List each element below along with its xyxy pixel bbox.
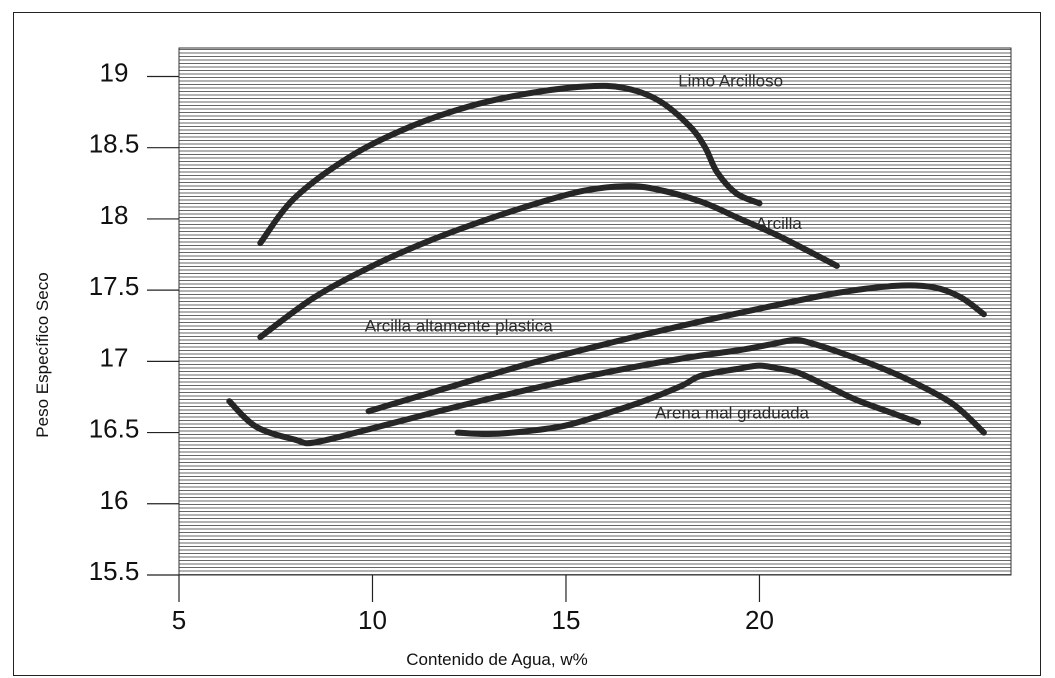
x-tick-label: 5 xyxy=(172,605,186,635)
curve-labels: Limo Arcilloso Arcilla Arcilla altamente p… xyxy=(365,71,810,422)
y-tick-label: 15.5 xyxy=(89,556,140,586)
y-tick-label: 17.5 xyxy=(89,271,140,301)
x-axis-title: Contenido de Agua, w% xyxy=(406,650,587,669)
curve-label-arcilla: Arcilla xyxy=(756,214,803,233)
y-axis-title: Peso Específico Seco xyxy=(33,272,52,437)
y-tick-label: 19 xyxy=(100,57,129,87)
curve-unlabeled-3 xyxy=(226,336,987,447)
curve-label-limo-arcilloso: Limo Arcilloso xyxy=(678,71,783,90)
x-tick-label: 15 xyxy=(552,605,581,635)
plot-area xyxy=(178,47,1012,576)
curve-label-arena-mal-graduada: Arena mal graduada xyxy=(655,403,810,422)
x-axis: 5 10 15 20 xyxy=(172,575,774,635)
x-tick-label: 10 xyxy=(358,605,387,635)
y-tick-label: 18.5 xyxy=(89,129,140,159)
y-axis: 15.5 16 16.5 17 17.5 18 18.5 19 xyxy=(89,57,179,586)
curve-limo-arcilloso xyxy=(257,82,763,247)
chart-frame xyxy=(13,12,1041,676)
y-tick-label: 16 xyxy=(100,485,129,515)
y-tick-label: 18 xyxy=(100,200,129,230)
curve-arena-mal-graduada xyxy=(454,362,922,438)
curve-arcilla-altamente-plastica xyxy=(365,282,987,415)
x-tick-label: 20 xyxy=(745,605,774,635)
curve-arcilla xyxy=(257,183,840,341)
y-tick-label: 17 xyxy=(100,342,129,372)
curves xyxy=(226,82,987,447)
curve-label-arcilla-altamente-plastica: Arcilla altamente plastica xyxy=(365,316,554,335)
y-tick-label: 16.5 xyxy=(89,414,140,444)
